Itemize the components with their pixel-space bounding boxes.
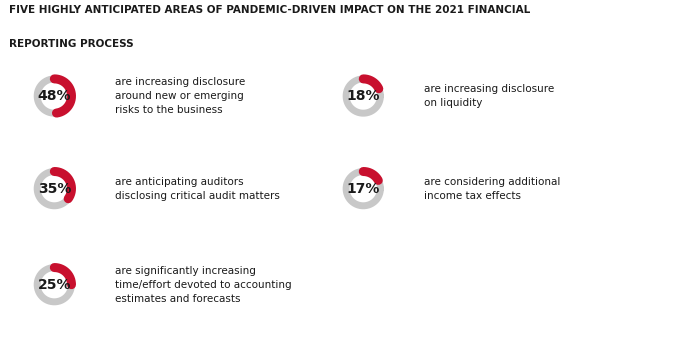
Text: are significantly increasing
time/effort devoted to accounting
estimates and for: are significantly increasing time/effort… [115, 266, 292, 304]
Text: 35%: 35% [37, 182, 71, 196]
Text: FIVE HIGHLY ANTICIPATED AREAS OF PANDEMIC-DRIVEN IMPACT ON THE 2021 FINANCIAL: FIVE HIGHLY ANTICIPATED AREAS OF PANDEMI… [9, 5, 530, 15]
Text: 48%: 48% [37, 89, 71, 103]
Text: are considering additional
income tax effects: are considering additional income tax ef… [424, 177, 561, 201]
Text: are increasing disclosure
on liquidity: are increasing disclosure on liquidity [424, 84, 555, 108]
Text: REPORTING PROCESS: REPORTING PROCESS [9, 39, 134, 49]
Text: 25%: 25% [37, 278, 71, 292]
Text: 18%: 18% [346, 89, 380, 103]
Text: are anticipating auditors
disclosing critical audit matters: are anticipating auditors disclosing cri… [115, 177, 280, 201]
Text: 17%: 17% [346, 182, 380, 196]
Text: are increasing disclosure
around new or emerging
risks to the business: are increasing disclosure around new or … [115, 77, 246, 115]
